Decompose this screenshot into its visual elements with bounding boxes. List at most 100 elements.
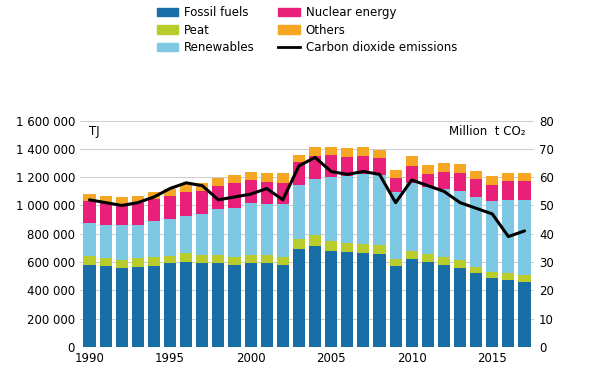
Bar	[196, 183, 208, 191]
Bar	[438, 172, 450, 188]
Bar	[373, 158, 386, 175]
Bar	[502, 199, 515, 273]
Bar	[115, 260, 128, 268]
Bar	[406, 183, 418, 251]
Bar	[422, 173, 434, 187]
Bar	[454, 173, 466, 191]
Bar	[309, 235, 321, 247]
Bar	[164, 219, 176, 256]
Bar	[357, 244, 370, 253]
Bar	[454, 268, 466, 347]
Bar	[132, 259, 144, 267]
Bar	[244, 264, 257, 347]
Bar	[261, 182, 273, 204]
Bar	[228, 183, 241, 208]
Bar	[261, 255, 273, 264]
Bar	[502, 280, 515, 347]
Bar	[406, 166, 418, 183]
Bar	[228, 265, 241, 347]
Bar	[406, 251, 418, 259]
Bar	[293, 249, 305, 347]
Bar	[196, 191, 208, 213]
Bar	[373, 150, 386, 158]
Bar	[261, 264, 273, 347]
Bar	[422, 166, 434, 173]
Bar	[406, 259, 418, 347]
Bar	[180, 184, 192, 192]
Bar	[84, 256, 96, 265]
Bar	[180, 253, 192, 262]
Text: Million  t CO₂: Million t CO₂	[449, 125, 525, 138]
Bar	[132, 267, 144, 347]
Bar	[438, 257, 450, 265]
Bar	[389, 192, 402, 259]
Bar	[309, 147, 321, 156]
Bar	[212, 264, 225, 347]
Bar	[341, 244, 353, 252]
Bar	[244, 203, 257, 255]
Bar	[357, 147, 370, 156]
Bar	[99, 203, 112, 225]
Bar	[341, 157, 353, 176]
Bar	[438, 265, 450, 347]
Bar	[261, 173, 273, 182]
Bar	[212, 185, 225, 209]
Bar	[244, 172, 257, 180]
Bar	[406, 156, 418, 166]
Bar	[502, 273, 515, 280]
Bar	[132, 203, 144, 225]
Bar	[228, 175, 241, 183]
Bar	[518, 282, 530, 347]
Bar	[325, 155, 337, 177]
Bar	[212, 209, 225, 255]
Bar	[518, 200, 530, 275]
Bar	[486, 272, 499, 277]
Bar	[99, 266, 112, 347]
Bar	[518, 173, 530, 181]
Bar	[115, 225, 128, 260]
Bar	[309, 247, 321, 347]
Bar	[84, 265, 96, 347]
Bar	[244, 180, 257, 203]
Bar	[518, 275, 530, 282]
Bar	[99, 225, 112, 258]
Bar	[99, 258, 112, 266]
Bar	[518, 181, 530, 200]
Bar	[180, 262, 192, 347]
Bar	[389, 178, 402, 192]
Bar	[486, 185, 499, 201]
Bar	[164, 256, 176, 264]
Bar	[454, 260, 466, 268]
Bar	[277, 257, 289, 265]
Bar	[115, 204, 128, 225]
Legend: Fossil fuels, Peat, Renewables, Nuclear energy, Others, Carbon dioxide emissions: Fossil fuels, Peat, Renewables, Nuclear …	[157, 6, 457, 54]
Bar	[373, 175, 386, 245]
Bar	[438, 188, 450, 257]
Bar	[164, 264, 176, 347]
Bar	[277, 265, 289, 347]
Bar	[325, 241, 337, 251]
Bar	[470, 197, 482, 267]
Bar	[212, 178, 225, 185]
Bar	[454, 191, 466, 260]
Bar	[341, 148, 353, 157]
Bar	[228, 208, 241, 257]
Bar	[470, 179, 482, 197]
Bar	[389, 259, 402, 265]
Bar	[309, 156, 321, 179]
Bar	[293, 239, 305, 249]
Bar	[115, 268, 128, 347]
Bar	[373, 254, 386, 347]
Bar	[148, 221, 160, 257]
Bar	[486, 176, 499, 185]
Bar	[244, 255, 257, 264]
Bar	[422, 187, 434, 254]
Bar	[438, 163, 450, 172]
Bar	[277, 173, 289, 183]
Bar	[196, 264, 208, 347]
Bar	[277, 204, 289, 257]
Bar	[486, 201, 499, 272]
Bar	[84, 201, 96, 223]
Bar	[148, 266, 160, 347]
Bar	[422, 254, 434, 262]
